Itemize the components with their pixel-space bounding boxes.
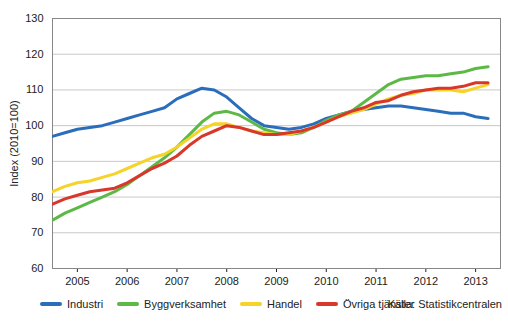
svg-text:2006: 2006: [115, 275, 139, 287]
svg-text:2009: 2009: [264, 275, 288, 287]
svg-text:2008: 2008: [214, 275, 238, 287]
svg-text:80: 80: [31, 191, 43, 203]
svg-text:2010: 2010: [314, 275, 338, 287]
svg-text:100: 100: [25, 119, 43, 131]
svg-text:90: 90: [31, 155, 43, 167]
html-text:Källa: Statistikcentralen: Källa: Statistikcentralen: [387, 298, 502, 310]
svg-text:60: 60: [31, 262, 43, 274]
html-text:Handel: Handel: [267, 298, 302, 310]
svg-text:2007: 2007: [165, 275, 189, 287]
html-text:Byggverksamhet: Byggverksamhet: [144, 298, 226, 310]
svg-text:2011: 2011: [364, 275, 388, 287]
svg-text:130: 130: [25, 12, 43, 24]
svg-text:120: 120: [25, 48, 43, 60]
svg-text:2005: 2005: [65, 275, 89, 287]
svg-text:110: 110: [26, 83, 44, 95]
svg-text:2013: 2013: [463, 275, 487, 287]
html-text:Övriga tjänster: Övriga tjänster: [342, 298, 415, 310]
svg-text:70: 70: [31, 226, 43, 238]
svg-text:2012: 2012: [414, 275, 438, 287]
html-text:Industri: Industri: [67, 298, 104, 310]
svg-text:Index (2010=100): Index (2010=100): [8, 100, 20, 187]
